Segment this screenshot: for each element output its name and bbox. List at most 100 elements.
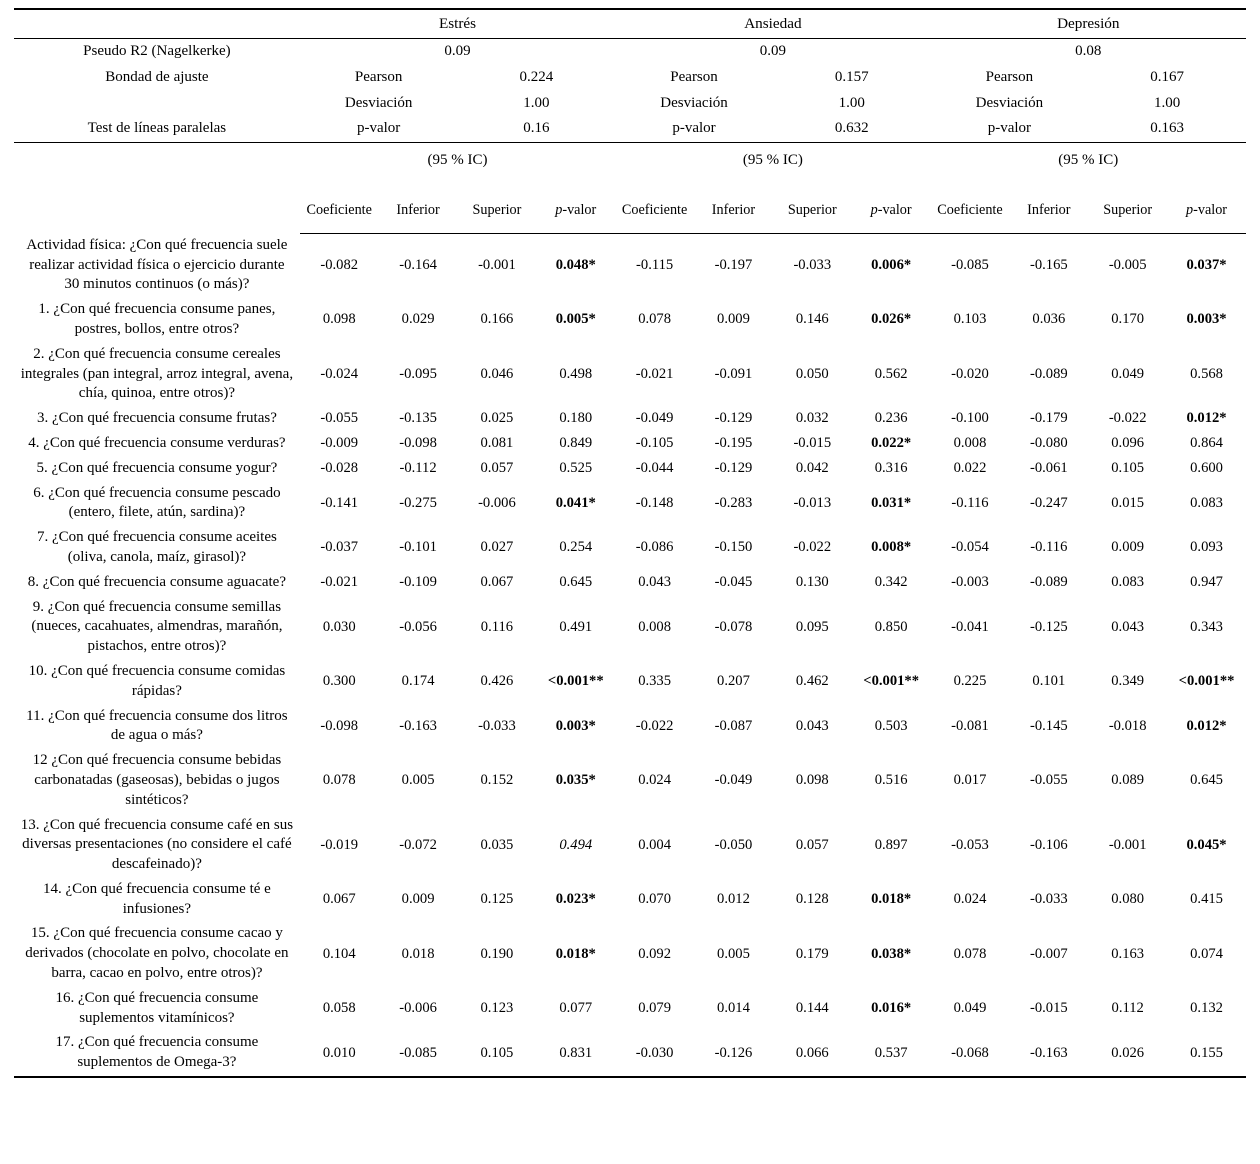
value-cell: 0.098 — [322, 311, 356, 328]
value-cell: -0.050 — [714, 836, 753, 853]
table-row: 13. ¿Con qué frecuencia consume café en … — [14, 813, 1246, 877]
table-row: 3. ¿Con qué frecuencia consume frutas? -0… — [14, 407, 1246, 432]
value-cell: 0.043 — [795, 717, 829, 734]
value-cell: -0.195 — [714, 435, 753, 452]
desviacion-ansiedad: 1.00 — [838, 94, 865, 111]
p-valor-label: p-valor — [930, 116, 1089, 144]
value-cell: -0.247 — [1029, 494, 1068, 511]
value-cell: 0.026 — [1088, 1030, 1168, 1078]
value-cell: <0.001** — [547, 673, 604, 690]
value-cell: 0.049 — [1111, 365, 1145, 382]
column-header-inferior: Inferior — [378, 175, 458, 234]
value-cell: 0.179 — [795, 945, 829, 962]
row-label: 12 ¿Con qué frecuencia consume bebidas c… — [32, 752, 282, 808]
ci-label-estres: (95 % IC) — [427, 152, 488, 169]
value-cell: -0.033 — [1029, 891, 1068, 908]
group-header-row: Estrés Ansiedad Depresión — [14, 8, 1246, 40]
row-label: 3. ¿Con qué frecuencia consume frutas? — [36, 410, 277, 427]
value-cell: 0.058 — [322, 1000, 356, 1017]
confidence-interval-row: (95 % IC) (95 % IC) (95 % IC) — [14, 143, 1246, 175]
value-cell: 0.096 — [1111, 435, 1145, 452]
value-cell: 0.236 — [874, 410, 908, 427]
value-cell: 0.032 — [795, 410, 829, 427]
value-cell: 0.225 — [953, 673, 987, 690]
value-cell: 0.125 — [480, 891, 514, 908]
value-cell: 0.144 — [795, 1000, 829, 1017]
value-cell: 0.081 — [480, 435, 514, 452]
value-cell: 0.070 — [638, 891, 672, 908]
value-cell: 0.005* — [555, 311, 596, 328]
value-cell: -0.015 — [1029, 1000, 1068, 1017]
column-header-superior: Superior — [1088, 175, 1168, 234]
value-cell: 0.849 — [559, 435, 593, 452]
value-cell: 0.112 — [1111, 1000, 1144, 1017]
value-cell: -0.087 — [714, 717, 753, 734]
value-cell: -0.007 — [1029, 945, 1068, 962]
pseudo-r2-estres: 0.09 — [444, 43, 471, 60]
value-cell: 0.043 — [1111, 618, 1145, 635]
value-cell: 0.003* — [555, 717, 596, 734]
value-cell: -0.115 — [636, 257, 674, 274]
value-cell: 0.491 — [559, 618, 593, 635]
value-cell: -0.003 — [951, 574, 989, 590]
value-cell: -0.141 — [320, 494, 359, 511]
value-cell: 0.057 — [480, 460, 514, 477]
value-cell: -0.150 — [714, 539, 753, 556]
value-cell: 0.005 — [401, 772, 435, 789]
value-cell: 0.349 — [1111, 673, 1145, 690]
value-cell: 0.083 — [1111, 574, 1145, 590]
value-cell: -0.148 — [635, 494, 674, 511]
value-cell: 0.048* — [555, 257, 596, 274]
value-cell: 0.645 — [1190, 772, 1223, 789]
column-header-superior: Superior — [772, 175, 852, 234]
row-label: 7. ¿Con qué frecuencia consume aceites (… — [36, 529, 277, 565]
column-header-coeficiente: Coeficiente — [930, 175, 1010, 234]
value-cell: -0.072 — [399, 836, 437, 853]
value-cell: 0.130 — [795, 574, 829, 590]
value-cell: 0.041* — [555, 494, 596, 511]
column-header-p-valor: p-valor — [1167, 175, 1246, 234]
value-cell: -0.033 — [793, 257, 832, 274]
value-cell: 0.005 — [717, 945, 750, 962]
p-valor-depresion: 0.163 — [1088, 116, 1246, 144]
value-cell: 0.343 — [1190, 618, 1223, 635]
value-cell: -0.283 — [714, 494, 753, 511]
value-cell: 0.645 — [559, 574, 593, 590]
value-cell: -0.100 — [951, 410, 989, 427]
table-row: 1. ¿Con qué frecuencia consume panes, po… — [14, 298, 1246, 343]
value-cell: 0.600 — [1190, 460, 1223, 477]
value-cell: -0.020 — [951, 365, 989, 382]
table-row: 6. ¿Con qué frecuencia consume pescado (… — [14, 481, 1246, 526]
value-cell: 0.123 — [480, 1000, 514, 1017]
value-cell: -0.116 — [1030, 539, 1068, 556]
value-cell: 0.022* — [871, 435, 912, 452]
value-cell: 0.947 — [1190, 574, 1223, 590]
value-cell: 0.089 — [1111, 772, 1145, 789]
value-cell: 0.024 — [953, 891, 987, 908]
value-cell: -0.098 — [320, 717, 359, 734]
value-cell: 0.016* — [871, 1000, 912, 1017]
value-cell: 0.568 — [1190, 365, 1223, 382]
bondad-label: Bondad de ajuste — [105, 68, 209, 85]
value-cell: -0.054 — [951, 539, 989, 556]
value-cell: 0.132 — [1190, 1000, 1223, 1017]
table-row: 12 ¿Con qué frecuencia consume bebidas c… — [14, 749, 1246, 813]
column-header-p-valor: p-valor — [536, 175, 616, 234]
value-cell: 0.335 — [638, 673, 672, 690]
value-cell: 0.029 — [401, 311, 435, 328]
p-valor-label: p-valor — [299, 116, 458, 144]
value-cell: 0.018 — [401, 945, 435, 962]
desviacion-estres: 1.00 — [523, 94, 550, 111]
value-cell: 0.207 — [717, 673, 750, 690]
value-cell: 0.025 — [480, 410, 514, 427]
value-cell: -0.164 — [399, 257, 437, 274]
column-header-inferior: Inferior — [694, 175, 773, 234]
value-cell: 0.008 — [638, 618, 672, 635]
desviacion-label: Desviación — [660, 94, 728, 111]
value-cell: -0.101 — [399, 539, 437, 556]
value-cell: -0.081 — [951, 717, 989, 734]
value-cell: 0.128 — [795, 891, 829, 908]
value-cell: <0.001** — [863, 673, 920, 690]
value-cell: 0.105 — [457, 1030, 537, 1078]
value-cell: -0.089 — [1029, 365, 1068, 382]
